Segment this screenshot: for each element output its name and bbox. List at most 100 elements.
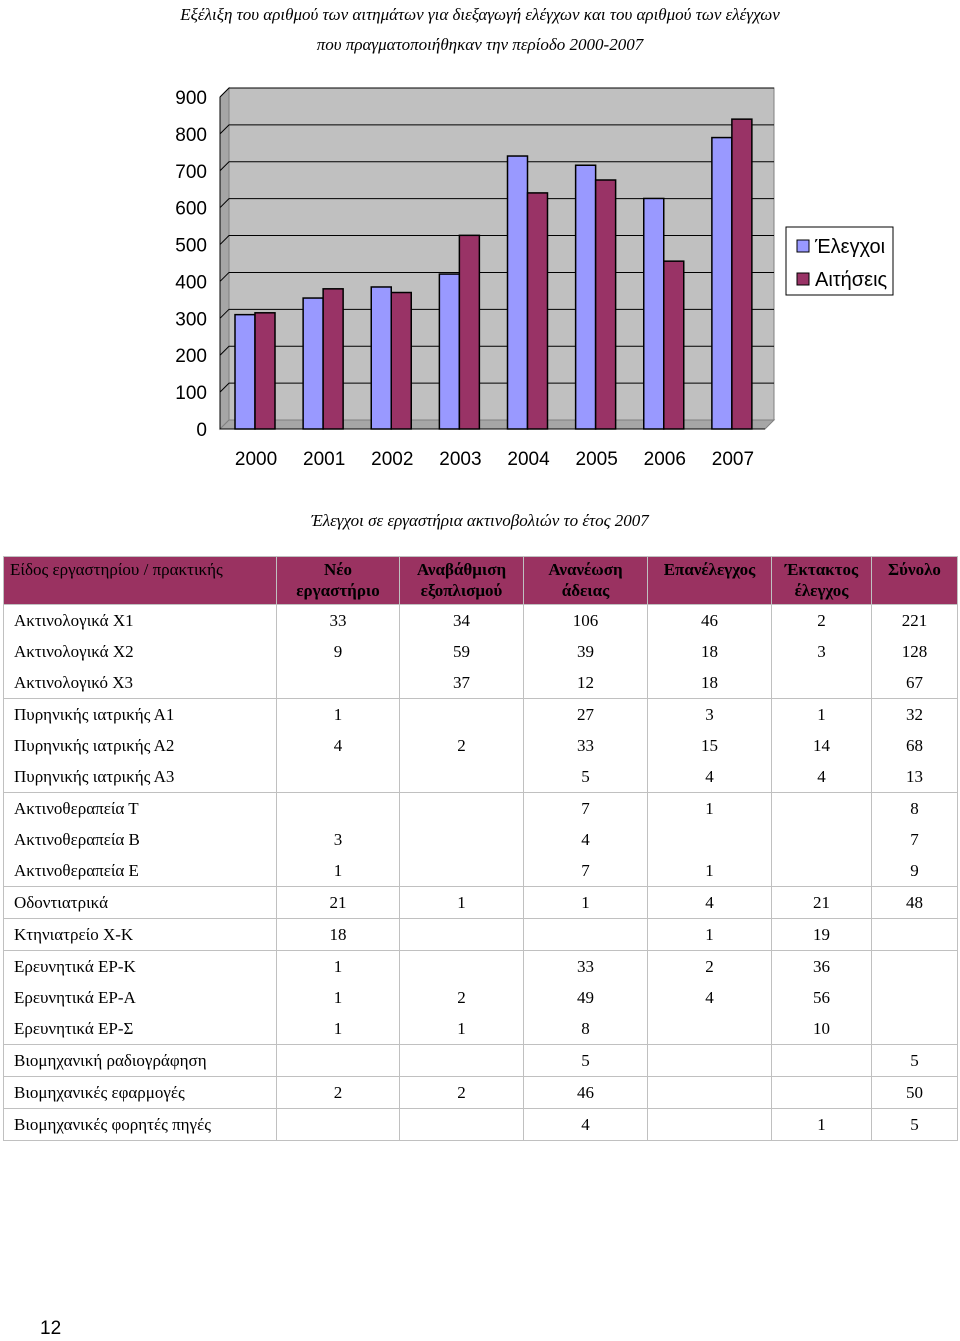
table-row: Ακτινολογικά Χ1 33 34 106 46 2 221 [3,604,958,636]
count-cell: 67 [871,667,958,699]
bar-aitiseis [663,260,685,430]
column-header-line: Είδος εργαστηρίου / πρακτικής [10,560,223,579]
count-cell: 1 [276,855,400,887]
count-cell: 32 [871,698,958,730]
column-header-line: Επανέλεγχος [663,560,756,579]
count-cell: 8 [523,1013,648,1045]
y-tick-label: 900 [175,88,207,109]
bar-elegchoi [506,155,529,430]
lab-type-cell: Βιομηχανική ραδιογράφηση [3,1044,277,1077]
lab-type-cell: Ερευνητικά ΕΡ-Α [3,982,277,1013]
count-cell [771,1044,872,1077]
legend-swatch [796,239,810,253]
count-cell: 7 [523,792,648,824]
gridline [219,161,774,172]
table-row: Βιομηχανικές φορητές πηγές 4 1 5 [3,1108,958,1141]
table-row: Πυρηνικής ιατρικής Α3 5 4 4 13 [3,761,958,793]
column-header-line: Αναβάθμιση [416,560,507,579]
bar-elegchoi [302,297,324,430]
count-cell: 7 [523,855,648,887]
bar-aitiseis [594,179,617,430]
table-row: Ακτινολογικό Χ3 37 12 18 67 [3,667,958,699]
legend-label: Αιτήσεις [815,269,888,291]
count-cell [276,1044,400,1077]
column-header: Αναβάθμιση εξοπλισμού [399,556,524,605]
column-header-line: Έκτακτος [784,560,859,579]
count-cell [771,792,872,824]
count-cell [399,698,524,730]
count-cell: 46 [523,1076,648,1109]
bar-aitiseis [731,118,753,430]
count-cell: 13 [871,761,958,793]
plot-side-wall [219,86,230,431]
bar-aitiseis [526,192,549,430]
table-row: Βιομηχανικές εφαρμογές 2 2 46 50 [3,1076,958,1109]
count-cell: 33 [523,730,648,761]
count-cell [871,918,958,951]
count-cell [399,792,524,824]
x-tick-label: 2004 [507,449,550,470]
count-cell: 33 [523,950,648,982]
count-cell: 5 [523,761,648,793]
count-cell: 8 [871,792,958,824]
count-cell: 2 [399,1076,524,1109]
y-tick-label: 200 [175,346,207,367]
lab-type-cell: Ακτινοθεραπεία Ε [3,855,277,887]
column-header: Έκτακτος έλεγχος [771,556,872,605]
column-header-line: Νέο [323,560,353,579]
lab-type-cell: Ακτινολογικό Χ3 [3,667,277,699]
count-cell: 39 [523,636,648,667]
count-cell: 128 [871,636,958,667]
caption-line-1: Εξέλιξη του αριθμού των αιτημάτων για δι… [180,5,780,24]
count-cell: 37 [399,667,524,699]
table-row: Ερευνητικά ΕΡ-Α 1 2 49 4 56 [3,982,958,1013]
y-tick-label: 600 [175,199,207,220]
count-cell [647,1013,772,1045]
count-cell: 9 [276,636,400,667]
bar-elegchoi [438,273,461,430]
count-cell: 2 [399,982,524,1013]
count-cell [871,1013,958,1045]
count-cell: 3 [647,698,772,730]
caption-line-2: που πραγματοποιήθηκαν την περίοδο 2000-2… [316,35,644,54]
y-tick-label: 400 [175,272,207,293]
column-header-line: εργαστήριο [296,581,380,600]
column-header-line: εξοπλισμού [420,581,503,600]
lab-type-cell: Πυρηνικής ιατρικής Α3 [3,761,277,793]
count-cell [871,982,958,1013]
count-cell: 3 [771,636,872,667]
count-cell [647,1044,772,1077]
count-cell [276,667,400,699]
count-cell: 4 [523,1108,648,1141]
table-caption: Έλεγχοι σε εργαστήρια ακτινοβολιών το έτ… [311,511,649,530]
count-cell [771,1076,872,1109]
table-row: Οδοντιατρικά 21 1 1 4 21 48 [3,886,958,919]
count-cell [399,950,524,982]
lab-type-cell: Βιομηχανικές εφαρμογές [3,1076,277,1109]
lab-type-cell: Ακτινολογικά Χ1 [3,604,277,636]
count-cell [399,1044,524,1077]
x-tick-label: 2007 [712,449,754,470]
bar-aitiseis [458,234,481,430]
count-cell: 34 [399,604,524,636]
y-tick-label: 800 [175,125,207,146]
column-header-line: έλεγχος [794,581,849,600]
lab-type-cell: Οδοντιατρικά [3,886,277,919]
count-cell [399,824,524,855]
lab-type-cell: Ακτινολογικά Χ2 [3,636,277,667]
count-cell: 5 [871,1044,958,1077]
count-cell [276,1108,400,1141]
y-tick-label: 300 [175,309,207,330]
table-row: Πυρηνικής ιατρικής Α1 1 27 3 1 32 [3,698,958,730]
column-header-line: άδειας [561,581,610,600]
count-cell: 2 [399,730,524,761]
count-cell: 4 [276,730,400,761]
count-cell: 4 [523,824,648,855]
count-cell: 2 [647,950,772,982]
x-tick-label: 2002 [371,449,413,470]
column-header: Σύνολο [871,556,958,605]
count-cell: 1 [647,792,772,824]
count-cell [871,950,958,982]
